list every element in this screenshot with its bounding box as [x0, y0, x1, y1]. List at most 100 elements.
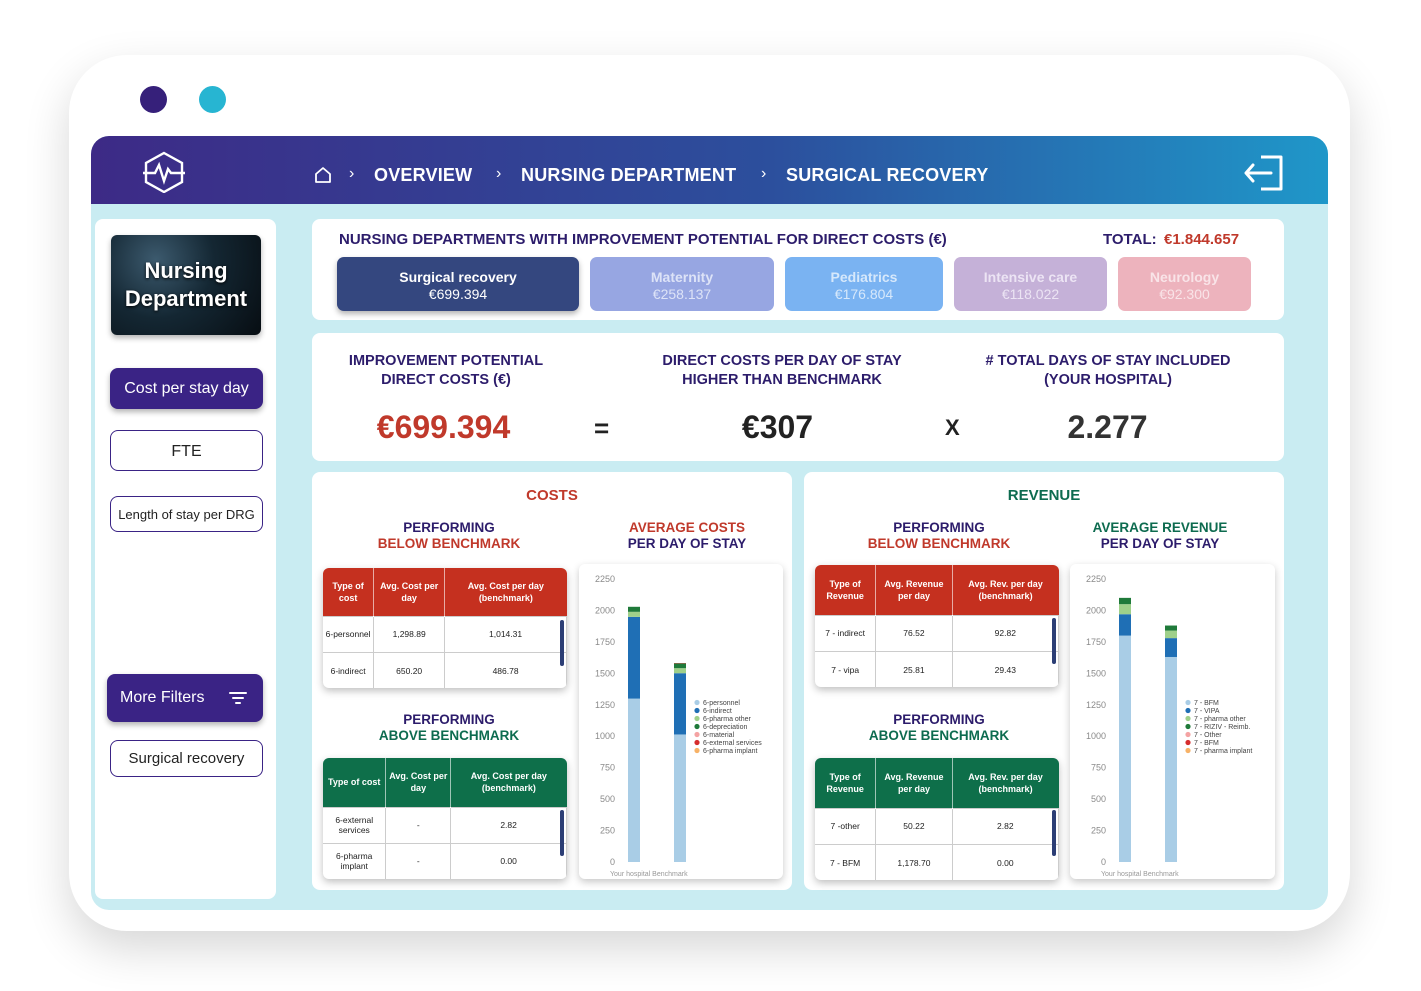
- nav-fte[interactable]: FTE: [110, 430, 263, 471]
- bar-segment: [628, 606, 640, 612]
- legend-label: 6-indirect: [703, 708, 732, 715]
- revenue-stacked-bar-chart: 0 250 500 750 1000 1250 1500 1750 2000 2250 Your h…: [1086, 574, 1252, 878]
- dept-tab-pediatrics[interactable]: Pediatrics €176.804: [785, 257, 943, 311]
- costs-title: COSTS: [526, 487, 578, 504]
- department-image-tile: Nursing Department: [111, 235, 261, 335]
- y-tick-label: 1500: [595, 668, 615, 678]
- kpi-card: [312, 333, 1284, 461]
- kpi-days-value: 2.277: [1067, 409, 1148, 445]
- y-tick-label: 1000: [1086, 731, 1106, 741]
- legend-swatch: [1185, 747, 1191, 754]
- table-header: Type of cost: [323, 568, 375, 616]
- dept-value: €176.804: [834, 286, 894, 302]
- nav-length-of-stay-per-drg[interactable]: Length of stay per DRG: [110, 496, 263, 532]
- table-row[interactable]: 7 - BFM 1,178.70 0.00: [815, 844, 1059, 880]
- table-row[interactable]: 7 - vipa 25.81 29.43: [815, 651, 1059, 687]
- total-label: TOTAL:: [1103, 231, 1157, 248]
- bar-segment: [674, 663, 686, 669]
- table-row[interactable]: 6-personnel 1,298.89 1,014.31: [323, 615, 567, 653]
- dept-name: Intensive care: [983, 269, 1078, 285]
- legend-label: 7 - BFM: [1194, 700, 1219, 707]
- bar-segment: [1165, 656, 1177, 862]
- breadcrumb-overview[interactable]: OVERVIEW: [374, 165, 473, 185]
- revenue-chart-card: 0 250 500 750 1000 1250 1500 1750 2000 2250 Your h…: [1070, 564, 1275, 879]
- bar-segment: [674, 668, 686, 674]
- bar-segment: [1119, 614, 1131, 636]
- legend-label: 7 - VIPA: [1194, 708, 1220, 715]
- y-tick-label: 1750: [595, 637, 615, 647]
- legend-label: 7 - RIZIV - Reimb.: [1194, 724, 1250, 731]
- bar-segment: [674, 734, 686, 862]
- costs-stacked-bar-chart: 0 250 500 750 1000 1250 1500 1750 2000 2250 Your h…: [595, 574, 762, 878]
- table-header: Type of Revenue: [815, 565, 877, 615]
- table-header: Avg. Rev. per day (benchmark): [968, 578, 1043, 601]
- table-header: Avg. Revenue per day: [875, 758, 953, 808]
- dept-tab-intensive-care[interactable]: Intensive care €118.022: [954, 257, 1107, 311]
- y-tick-label: 0: [1101, 857, 1106, 867]
- bar-segment: [1119, 604, 1131, 615]
- y-tick-label: 500: [600, 794, 615, 804]
- total-value: €1.844.657: [1164, 231, 1240, 248]
- table-scrollbar[interactable]: [560, 620, 564, 666]
- y-tick-label: 750: [600, 763, 615, 773]
- dept-tab-maternity[interactable]: Maternity €258.137: [590, 257, 774, 311]
- legend-label: 7 - pharma implant: [1194, 748, 1252, 755]
- filter-icon: [229, 692, 247, 704]
- revenue-above-table: Type of Revenue Avg. Revenue per day Avg…: [815, 758, 1059, 880]
- legend-swatch: [1185, 699, 1191, 706]
- legend-label: 7 - pharma other: [1194, 716, 1246, 723]
- bar-segment: [1119, 635, 1131, 862]
- revenue-chart-heading: AVERAGE REVENUE PER DAY OF STAY: [1092, 520, 1228, 551]
- y-tick-label: 1250: [1086, 700, 1106, 710]
- y-tick-label: 750: [1091, 763, 1106, 773]
- revenue-above-heading: PERFORMING ABOVE BENCHMARK: [868, 712, 1010, 743]
- legend-label: 7 - Other: [1194, 732, 1222, 739]
- y-tick-label: 250: [1091, 826, 1106, 836]
- y-tick-label: 2250: [1086, 574, 1106, 584]
- dept-value: €92.300: [1159, 286, 1210, 302]
- top-bar: › OVERVIEW › NURSING DEPARTMENT › SURGIC…: [91, 136, 1328, 204]
- table-scrollbar[interactable]: [1052, 810, 1056, 856]
- dept-value: €699.394: [428, 286, 488, 302]
- kpi-cost-value: €307: [741, 409, 814, 445]
- table-header: Avg. Cost per day (benchmark): [467, 580, 544, 603]
- legend-label: 6-material: [703, 732, 735, 739]
- legend-swatch: [1185, 715, 1191, 722]
- more-filters-button[interactable]: More Filters: [107, 674, 263, 722]
- table-row[interactable]: 7 - indirect 76.52 92.82: [815, 614, 1059, 652]
- bar-segment: [1165, 625, 1177, 631]
- breadcrumb-nursing-department[interactable]: NURSING DEPARTMENT: [521, 165, 737, 185]
- bar-segment: [674, 673, 686, 735]
- dept-tab-surgical-recovery[interactable]: Surgical recovery €699.394: [337, 257, 579, 311]
- table-row[interactable]: 6-pharma implant -0.00: [323, 842, 567, 879]
- legend-label: 6-personnel: [703, 700, 740, 707]
- table-scrollbar[interactable]: [560, 810, 564, 856]
- kpi-potential-label: IMPROVEMENT POTENTIAL DIRECT COSTS (€): [348, 353, 544, 388]
- legend-swatch: [694, 731, 700, 738]
- legend-swatch: [694, 747, 700, 754]
- y-tick-label: 2000: [595, 605, 615, 615]
- table-row[interactable]: 7 -other 50.22 2.82: [815, 807, 1059, 845]
- dept-name: Maternity: [650, 269, 714, 285]
- nav-cost-per-stay-day[interactable]: Cost per stay day: [110, 368, 263, 409]
- table-row[interactable]: 6-external services -2.82: [323, 806, 567, 844]
- selected-filter-chip[interactable]: Surgical recovery: [110, 740, 263, 777]
- departments-heading: NURSING DEPARTMENTS WITH IMPROVEMENT POT…: [339, 231, 947, 248]
- table-scrollbar[interactable]: [1052, 618, 1056, 664]
- table-header: Type of cost: [323, 758, 387, 807]
- y-tick-label: 1500: [1086, 668, 1106, 678]
- costs-below-heading: PERFORMING BELOW BENCHMARK: [377, 520, 521, 551]
- costs-above-heading: PERFORMING ABOVE BENCHMARK: [378, 712, 520, 743]
- y-tick-label: 1250: [595, 700, 615, 710]
- dept-tab-neurology[interactable]: Neurology €92.300: [1118, 257, 1251, 311]
- home-icon[interactable]: [314, 166, 332, 184]
- logout-icon[interactable]: [1243, 154, 1285, 192]
- y-tick-label: 250: [600, 826, 615, 836]
- table-row[interactable]: 6-indirect 650.20 486.78: [323, 652, 567, 688]
- dept-name: Pediatrics: [830, 269, 898, 285]
- chevron-right-icon: ›: [761, 165, 767, 182]
- heartbeat-logo-icon[interactable]: [141, 151, 187, 193]
- more-filters-label: More Filters: [120, 689, 205, 706]
- legend-swatch: [694, 707, 700, 714]
- revenue-below-heading: PERFORMING BELOW BENCHMARK: [867, 520, 1011, 551]
